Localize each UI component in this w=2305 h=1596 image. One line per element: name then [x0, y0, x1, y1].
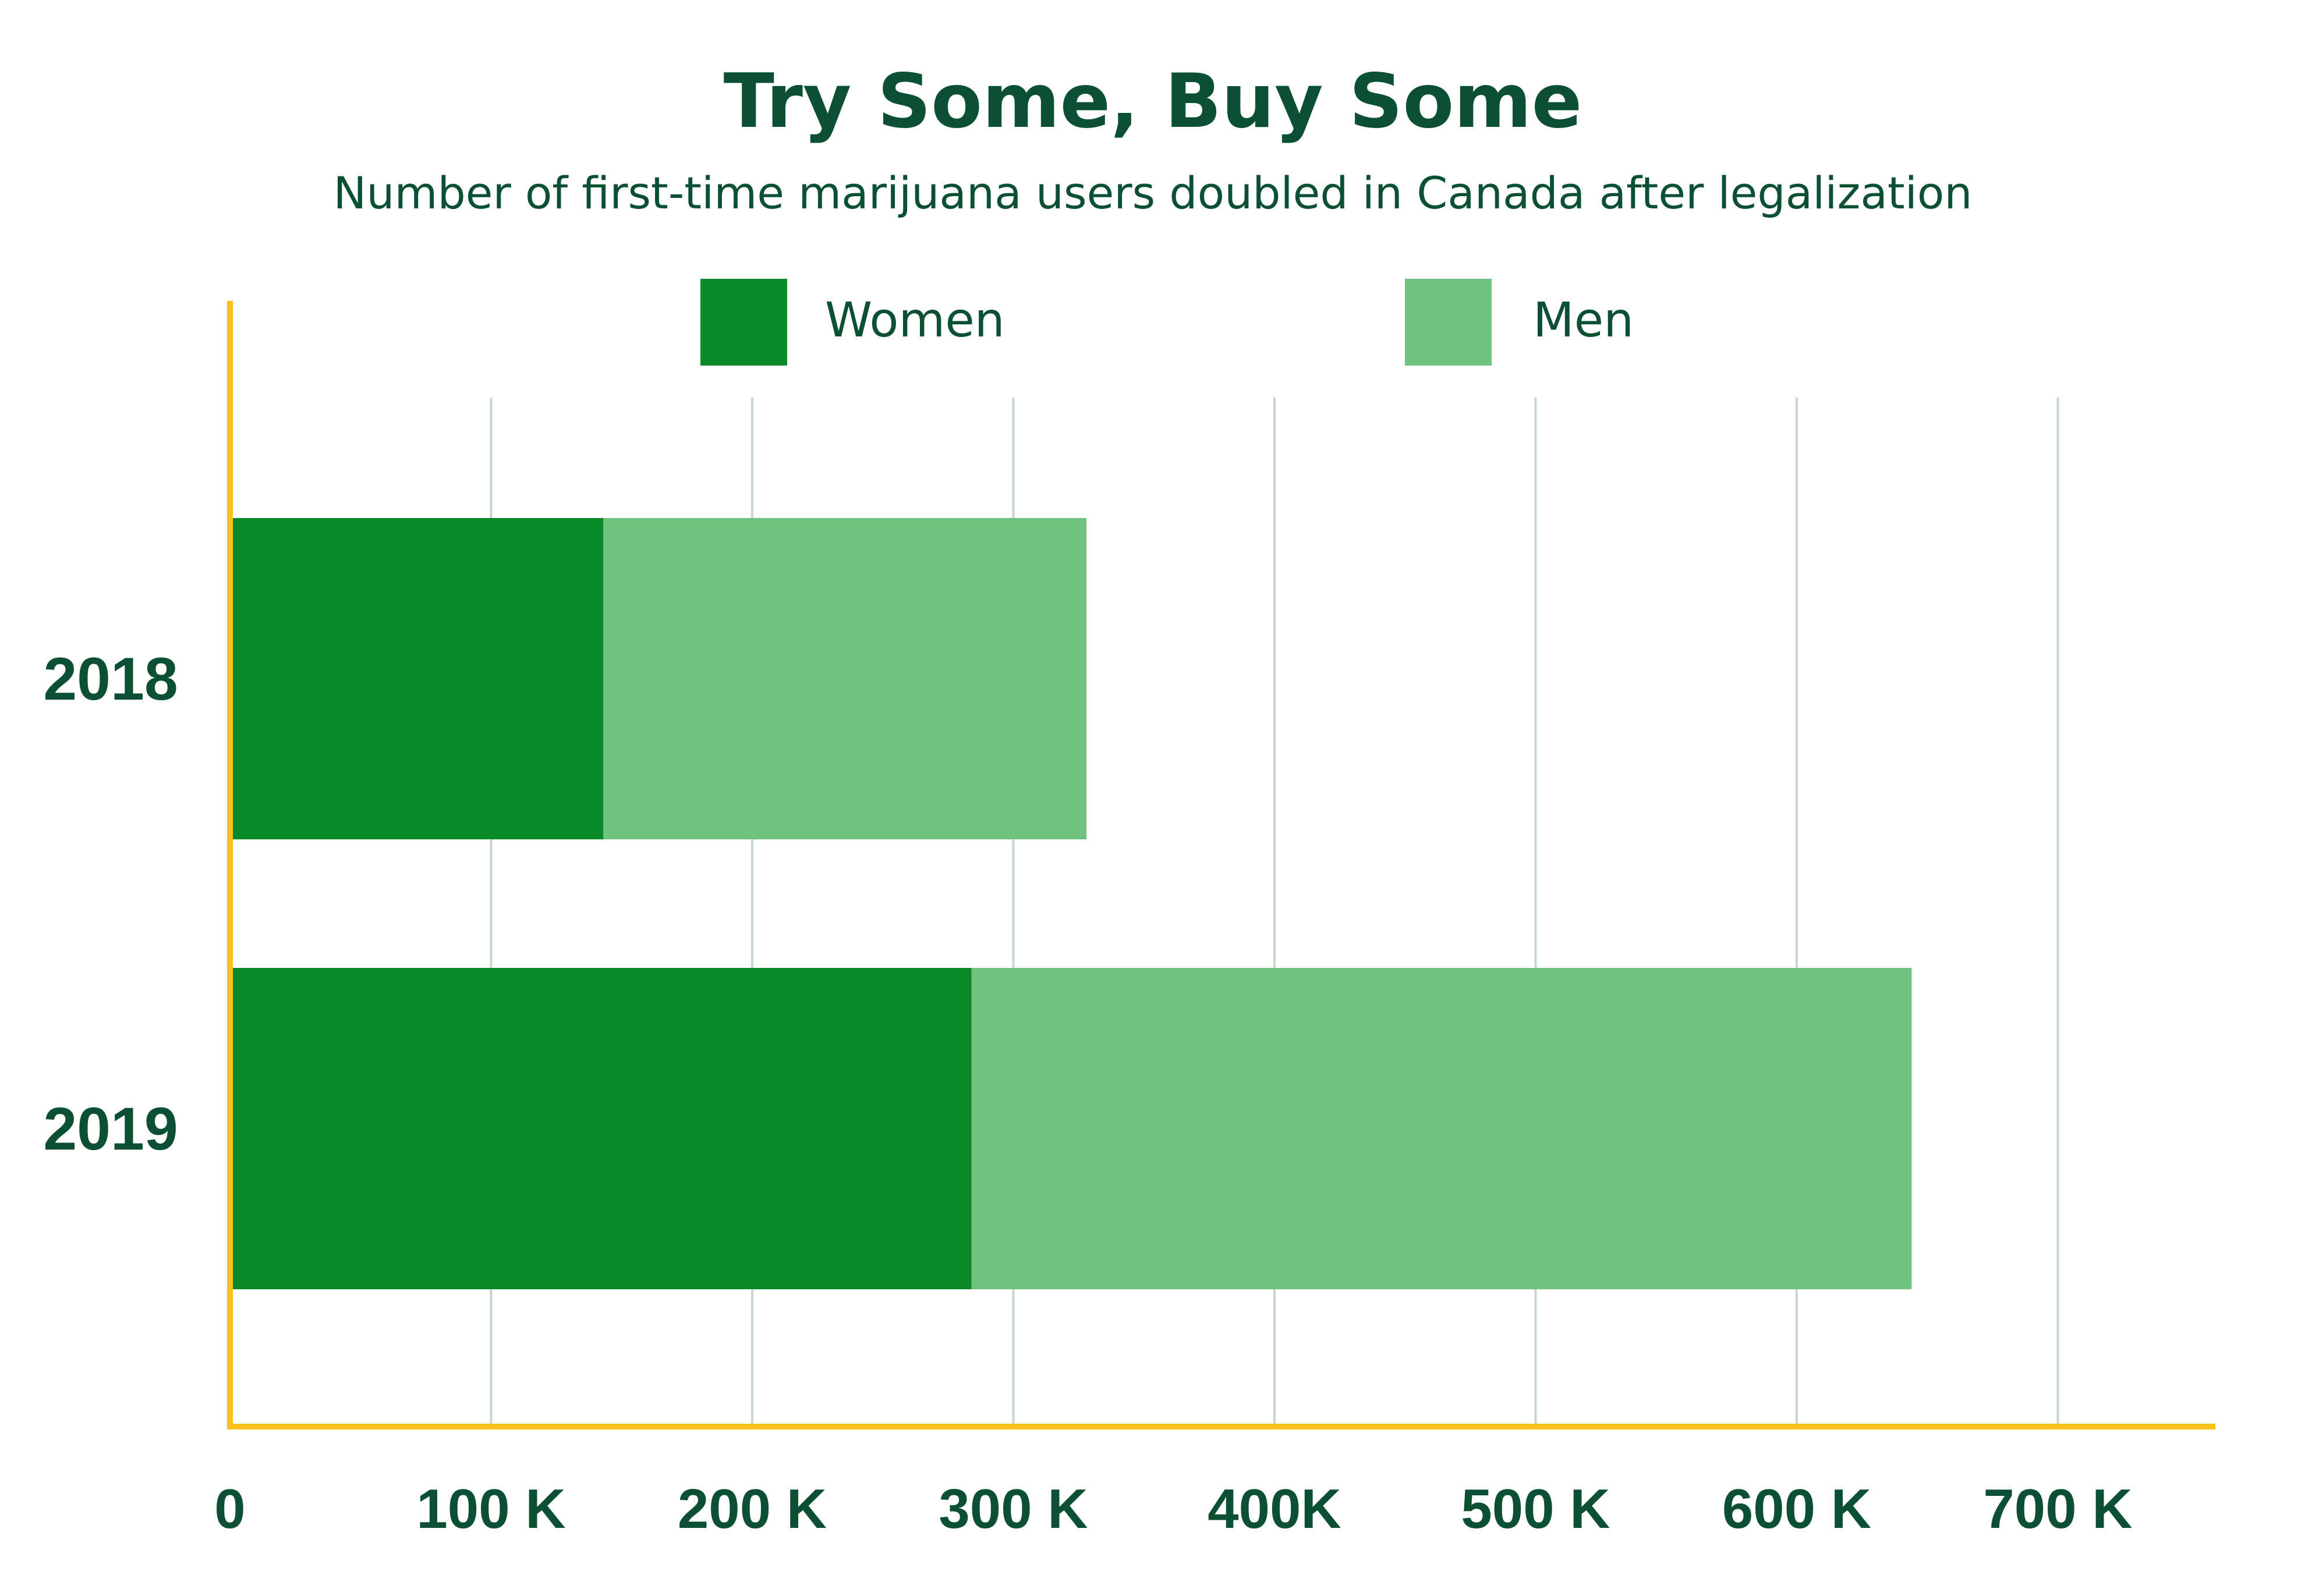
bars: [230, 518, 1912, 1289]
category-labels: 2018 2019: [43, 646, 178, 1163]
legend-swatch-women: [700, 279, 787, 366]
x-tick-label: 300 K: [939, 1478, 1088, 1540]
bar-men-2019: [971, 968, 1912, 1289]
x-tick-label: 500 K: [1461, 1478, 1610, 1540]
x-tick-label: 0: [214, 1478, 245, 1540]
x-tick-label: 600 K: [1722, 1478, 1871, 1540]
legend-label-men: Men: [1533, 293, 1634, 348]
x-tick-label: 700 K: [1983, 1478, 2132, 1540]
category-label-2019: 2019: [43, 1095, 178, 1163]
legend: Women Men: [700, 279, 1634, 366]
x-tick-label: 100 K: [416, 1478, 565, 1540]
x-tick-label: 200 K: [678, 1478, 827, 1540]
x-tick-labels: 0 100 K 200 K 300 K 400K 500 K 600 K 700 K: [214, 1478, 2132, 1540]
legend-label-women: Women: [825, 293, 1005, 348]
bar-women-2018: [230, 518, 604, 839]
chart-subtitle: Number of first-time marijuana users dou…: [333, 167, 1972, 219]
legend-swatch-men: [1405, 279, 1492, 366]
chart-title: Try Some, Buy Some: [724, 58, 1582, 145]
x-tick-label: 400K: [1208, 1478, 1341, 1540]
bar-men-2018: [603, 518, 1087, 839]
bar-women-2019: [230, 968, 972, 1289]
axes: [227, 301, 2215, 1430]
category-label-2018: 2018: [43, 646, 178, 713]
